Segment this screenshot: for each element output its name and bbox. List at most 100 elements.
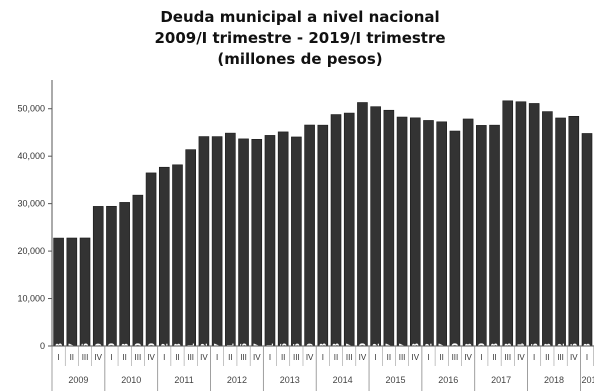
quarter-tick-label: I — [322, 353, 324, 362]
bar — [330, 114, 342, 347]
bar-value-label: 48,052.2 — [557, 343, 567, 387]
year-label: 2013 — [280, 375, 300, 385]
bar-value-label: 43,646.6 — [240, 343, 250, 387]
y-tick-label: 10,000 — [17, 294, 45, 304]
bar-value-label: 43,558.7 — [253, 343, 263, 387]
bar-value-label: 41,378.1 — [187, 343, 197, 387]
bar — [396, 116, 408, 347]
bar — [198, 136, 210, 347]
quarter-tick-label: II — [334, 353, 338, 362]
bar-value-label: 46,564.9 — [306, 343, 316, 387]
bar-value-label: 48,249.7 — [398, 343, 408, 387]
year-label: 2015 — [385, 375, 405, 385]
quarter-tick-label: IV — [359, 353, 367, 362]
quarter-tick-label: I — [586, 353, 588, 362]
bars: 22,741.8 22,757.7 22,764.6 29,417.9 29,441.0… — [53, 100, 593, 387]
y-tick-label: 40,000 — [17, 151, 45, 161]
quarter-tick-label: II — [122, 353, 126, 362]
bar-value-label: 46,490.0 — [478, 343, 488, 387]
quarter-tick-label: I — [110, 353, 112, 362]
year-label: 2012 — [227, 375, 247, 385]
bar — [436, 121, 447, 347]
bar — [211, 136, 223, 347]
bar-value-label: 51,672.8 — [504, 343, 514, 387]
bar — [317, 124, 329, 347]
bar — [568, 115, 580, 347]
quarter-tick-label: I — [375, 353, 377, 362]
bar-value-label: 47,243.7 — [438, 343, 448, 387]
quarter-tick-label: IV — [200, 353, 208, 362]
year-label: 2017 — [491, 375, 511, 385]
bar-value-label: 22,764.6 — [81, 343, 91, 387]
year-label: 201 — [581, 375, 594, 385]
quarter-tick-label: I — [163, 353, 165, 362]
quarter-tick-label: IV — [411, 353, 419, 362]
quarter-tick-label: II — [387, 353, 391, 362]
bar-value-label: 48,772.8 — [332, 343, 342, 387]
quarter-tick-label: III — [135, 353, 142, 362]
bar-value-label: 49,083.7 — [345, 343, 355, 387]
quarter-tick-label: III — [187, 353, 194, 362]
quarter-tick-label: II — [70, 353, 74, 362]
quarter-tick-label: III — [346, 353, 353, 362]
quarter-tick-label: IV — [570, 353, 578, 362]
bar-value-label: 29,441.0 — [108, 343, 118, 387]
bar — [476, 125, 487, 347]
bar — [409, 117, 421, 347]
year-label: 2011 — [174, 375, 193, 385]
bar — [225, 132, 236, 347]
year-label: 2009 — [68, 375, 88, 385]
quarter-tick-label: I — [427, 353, 429, 362]
bar — [581, 133, 593, 347]
bar-value-label: 48,404.5 — [570, 343, 580, 387]
bar-value-label: 51,111.5 — [530, 343, 540, 387]
bar-value-label: 46,537.8 — [491, 343, 501, 387]
quarter-tick-label: IV — [306, 353, 314, 362]
bar-value-label: 45,300.0 — [451, 343, 461, 387]
bar — [423, 120, 434, 347]
bar-value-label: 44,124.7 — [213, 343, 223, 387]
quarter-tick-label: I — [269, 353, 271, 362]
quarter-tick-label: I — [57, 353, 59, 362]
quarter-tick-label: III — [399, 353, 406, 362]
bar — [92, 206, 104, 347]
bar-value-label: 45,116.6 — [279, 343, 289, 387]
bar-value-label: 44,859.1 — [227, 343, 237, 387]
quarter-tick-label: II — [439, 353, 443, 362]
bar-value-label: 36,476.0 — [147, 343, 157, 387]
bar-value-label: 22,757.7 — [68, 343, 78, 387]
chart-title-line-1: Deuda municipal a nivel nacional — [160, 8, 439, 26]
quarter-tick-label: III — [293, 353, 300, 362]
quarter-tick-label: III — [504, 353, 511, 362]
bar — [515, 101, 527, 347]
bar — [277, 131, 289, 347]
bar-value-label: 51,470.4 — [517, 343, 527, 387]
quarter-tick-label: II — [281, 353, 285, 362]
bar-value-label: 30,259.3 — [121, 343, 131, 387]
bar-value-label: 22,741.8 — [55, 343, 65, 387]
y-tick-label: 0 — [40, 341, 45, 351]
quarter-tick-label: I — [480, 353, 482, 362]
bar — [119, 202, 130, 347]
bar-value-label: 44,134.2 — [200, 343, 210, 387]
year-label: 2018 — [544, 375, 564, 385]
bar-value-label: 38,183.3 — [174, 343, 184, 387]
chart-title-line-2: 2009/I trimestre - 2019/I trimestre — [154, 29, 445, 47]
quarter-tick-label: III — [82, 353, 89, 362]
bar — [66, 237, 78, 347]
bar-value-label: 44,378.1 — [266, 343, 276, 387]
quarter-tick-label: I — [216, 353, 218, 362]
bar — [172, 164, 183, 347]
quarter-tick-label: III — [240, 353, 247, 362]
quarter-tick-label: III — [557, 353, 564, 362]
quarter-tick-label: II — [175, 353, 179, 362]
bar — [106, 205, 117, 347]
bar — [53, 237, 64, 347]
bar-value-label: 47,841.3 — [464, 343, 474, 387]
bar-value-label: 44,051.5 — [293, 343, 303, 387]
bar — [145, 172, 157, 347]
bar — [291, 136, 302, 347]
bar — [251, 138, 263, 347]
bar — [528, 103, 540, 347]
bar — [383, 109, 395, 347]
